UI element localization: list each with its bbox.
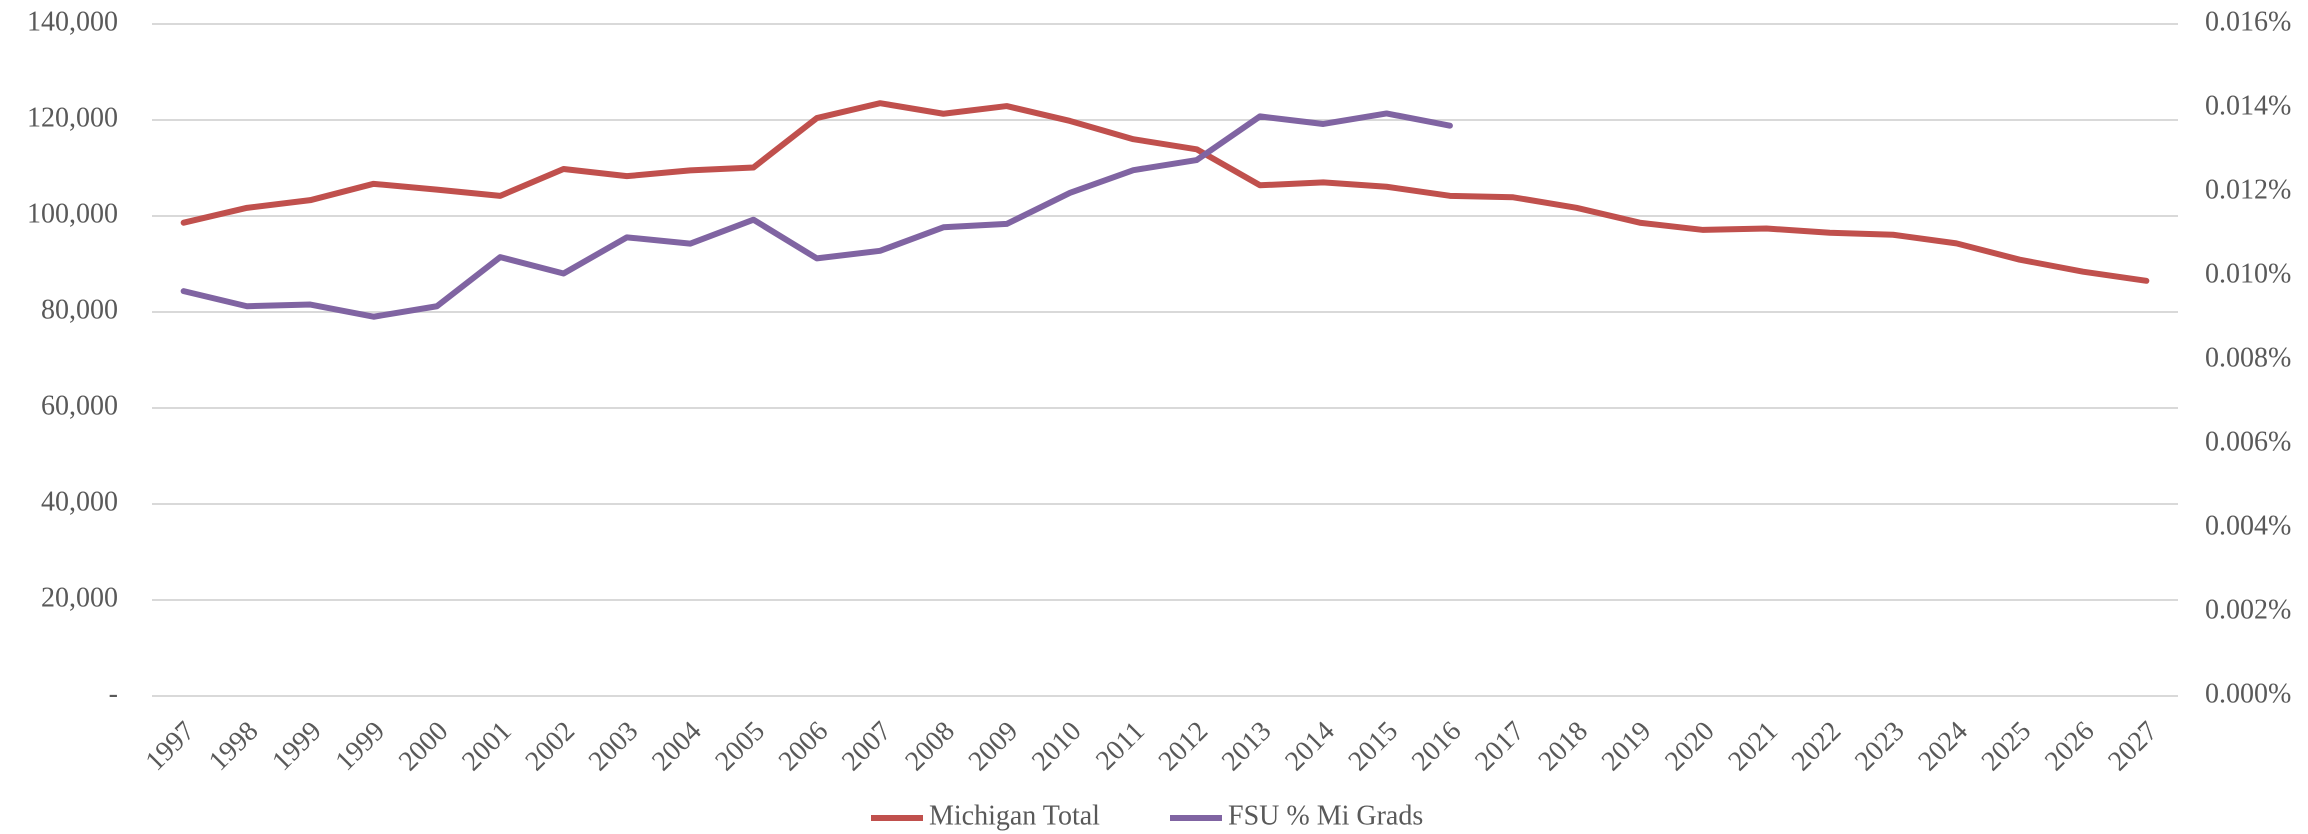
y-tick-label: 100,000 [27,198,118,229]
x-tick-label: 2022 [1786,716,1848,778]
x-tick-label: 2021 [1722,716,1784,778]
x-tick-label: 2009 [963,716,1025,778]
x-tick-label: 2015 [1343,716,1405,778]
x-tick-label: 2008 [899,716,961,778]
x-tick-label: 1999 [266,716,328,778]
y-tick-label: 60,000 [41,390,118,421]
x-tick-label: 2001 [456,716,518,778]
x-tick-label: 2027 [2102,716,2164,778]
y-tick-label: 140,000 [27,6,118,37]
x-tick-label: 2006 [773,716,835,778]
x-tick-label: 1997 [140,716,202,778]
x-tick-label: 2019 [1596,716,1658,778]
x-tick-label: 2007 [836,716,898,778]
y2-tick-label: 0.000% [2205,678,2291,709]
x-tick-label: 2003 [583,716,645,778]
x-tick-label: 2018 [1533,716,1595,778]
x-tick-label: 2025 [1976,716,2038,778]
y-tick-label: 40,000 [41,486,118,517]
x-tick-label: 1998 [203,716,265,778]
legend-label: FSU % Mi Grads [1228,800,1423,831]
y2-tick-label: 0.006% [2205,426,2291,457]
x-tick-label: 2023 [1849,716,1911,778]
x-tick-label: 2004 [646,716,708,778]
x-tick-label: 2014 [1279,716,1341,778]
x-tick-label: 2011 [1090,716,1151,777]
x-tick-label: 2020 [1659,716,1721,778]
x-tick-label: 2012 [1153,716,1215,778]
x-tick-label: 2026 [2039,716,2101,778]
y-tick-label: 80,000 [41,294,118,325]
legend-label: Michigan Total [929,800,1100,831]
x-tick-label: 2010 [1026,716,1088,778]
x-tick-label: 2000 [393,716,455,778]
x-tick-label: 2002 [520,716,582,778]
x-tick-label: 2016 [1406,716,1468,778]
y2-tick-label: 0.002% [2205,594,2291,625]
series-line [180,100,2150,284]
y2-tick-label: 0.016% [2205,6,2291,37]
y2-tick-label: 0.012% [2205,174,2291,205]
y-tick-label: 120,000 [27,102,118,133]
y-tick-label: 20,000 [41,582,118,613]
y2-tick-label: 0.014% [2205,90,2291,121]
x-tick-label: 1999 [330,716,392,778]
y2-tick-label: 0.010% [2205,258,2291,289]
x-tick-label: 2017 [1469,716,1531,778]
series-line [180,110,1453,320]
y2-tick-label: 0.004% [2205,510,2291,541]
x-tick-label: 2013 [1216,716,1278,778]
x-tick-label: 2024 [1912,716,1974,778]
y2-tick-label: 0.008% [2205,342,2291,373]
x-tick-label: 2005 [709,716,771,778]
y-tick-label: - [109,678,118,709]
